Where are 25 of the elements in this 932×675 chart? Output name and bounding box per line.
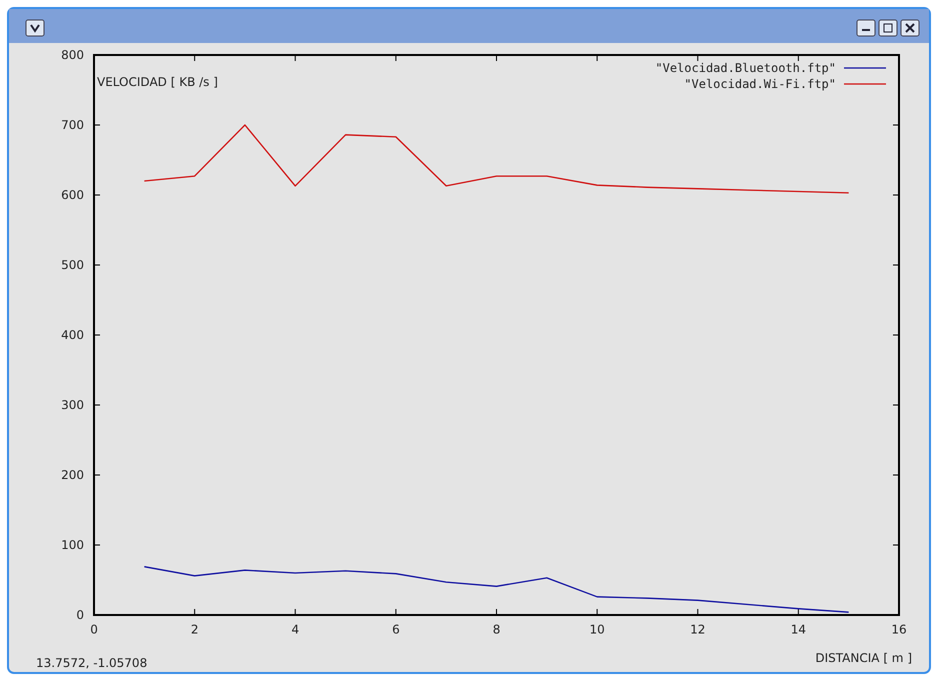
x-tick-label: 6 bbox=[392, 622, 400, 637]
x-tick-label: 14 bbox=[790, 622, 806, 637]
x-tick-label: 12 bbox=[690, 622, 706, 637]
legend-label: "Velocidad.Bluetooth.ftp" bbox=[655, 61, 836, 75]
legend-label: "Velocidad.Wi-Fi.ftp" bbox=[684, 77, 836, 91]
y-tick-label: 500 bbox=[61, 258, 84, 272]
y-tick-label: 400 bbox=[61, 328, 84, 342]
line-series bbox=[144, 124, 850, 194]
line-series bbox=[144, 566, 850, 613]
y-tick-label: 800 bbox=[61, 48, 84, 62]
x-tick-label: 2 bbox=[190, 622, 198, 637]
x-tick-label: 0 bbox=[90, 622, 98, 637]
y-tick-label: 0 bbox=[76, 608, 84, 622]
y-axis-title: VELOCIDAD [ KB /s ] bbox=[97, 75, 218, 89]
x-axis-title: DISTANCIA [ m ] bbox=[815, 651, 912, 665]
y-tick-label: 700 bbox=[61, 118, 84, 132]
y-tick-label: 300 bbox=[61, 398, 84, 412]
y-tick-label: 600 bbox=[61, 188, 84, 202]
x-tick-label: 16 bbox=[891, 622, 907, 637]
y-tick-label: 100 bbox=[61, 538, 84, 552]
x-tick-label: 8 bbox=[492, 622, 500, 637]
y-tick-label: 200 bbox=[61, 468, 84, 482]
x-tick-label: 4 bbox=[291, 622, 300, 637]
x-tick-label: 10 bbox=[589, 622, 605, 637]
text: 13.7572, -1.05708 bbox=[36, 656, 148, 670]
